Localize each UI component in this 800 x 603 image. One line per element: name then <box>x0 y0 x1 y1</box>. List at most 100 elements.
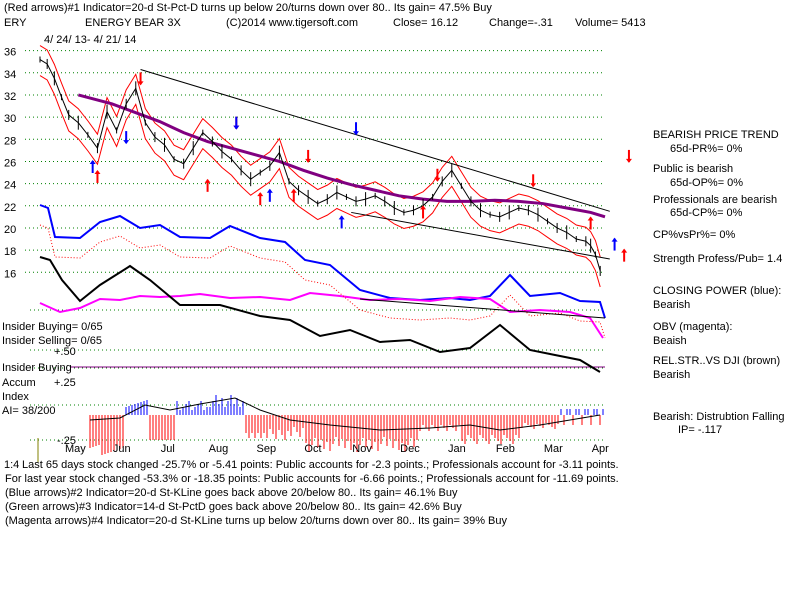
distribution-title: Bearish: Distrubtion Falling <box>653 411 784 423</box>
plus50-label: +.50 <box>54 346 76 358</box>
y-tick-label: 26 <box>4 157 16 169</box>
op-value: 65d-OP%= 0% <box>670 177 743 189</box>
red-up-arrow-head <box>420 205 427 210</box>
blue-up-arrow-head <box>89 160 96 164</box>
insider-buying: Insider Buying= 0/65 <box>2 321 103 333</box>
footer-line-4: (Green arrows)#3 Indicator=14-d St-PctD … <box>5 501 462 513</box>
change-value: Change=-.31 <box>489 17 553 29</box>
blue-up-arrow-head <box>338 215 345 220</box>
accum-index-line <box>89 397 601 431</box>
closing-power-value: Bearish <box>653 299 690 311</box>
y-tick-label: 18 <box>4 246 16 258</box>
red-up-arrow-head <box>94 169 101 174</box>
red-down-arrow-head <box>434 177 441 182</box>
header-indicator-line: (Red arrows)#1 Indicator=20-d St-Pct-D t… <box>4 2 492 14</box>
y-tick-label: 16 <box>4 268 16 280</box>
footer-line-2: For last year stock changed -53.3% or -1… <box>5 473 619 485</box>
cpvspr-value: CP%vsPr%= 0% <box>653 229 735 241</box>
month-label: May <box>65 443 86 455</box>
relstr-value: Bearish <box>653 369 690 381</box>
month-labels: May Jun Jul Aug Sep Oct Nov Dec Jan Feb Mar Apr <box>65 443 609 455</box>
pros-title: Professionals are bearish <box>653 194 777 206</box>
index-label: Index <box>2 391 29 403</box>
closing-power-title: CLOSING POWER (blue): <box>653 285 781 297</box>
y-tick-label: 24 <box>4 180 16 192</box>
month-label: Aug <box>209 443 229 455</box>
volume-value: Volume= 5413 <box>575 17 646 29</box>
red-down-arrow-head <box>305 158 312 163</box>
accum-index-histogram <box>37 395 604 462</box>
obv-value: Beaish <box>653 335 687 347</box>
copyright: (C)2014 www.tigersoft.com <box>226 17 358 29</box>
date-range: 4/ 24/ 13- 4/ 21/ 14 <box>44 34 136 46</box>
price-series <box>39 45 610 288</box>
month-label: Sep <box>257 443 277 455</box>
stock-name: ENERGY BEAR 3X <box>85 17 181 29</box>
month-label: Jul <box>161 443 175 455</box>
y-tick-label: 28 <box>4 135 16 147</box>
obv-line <box>39 291 604 339</box>
blue-up-arrow-head <box>266 188 273 193</box>
red-up-arrow-head <box>204 178 211 183</box>
footer-line-3: (Blue arrows)#2 Indicator=20-d St-KLine … <box>5 487 458 499</box>
month-label: Jun <box>113 443 131 455</box>
trend-title: BEARISH PRICE TREND <box>653 129 779 141</box>
red-up-arrow-head <box>257 192 264 197</box>
red-down-arrow-head <box>137 81 144 86</box>
blue-down-arrow-head <box>123 140 130 145</box>
red-down-arrow-head <box>530 183 537 188</box>
red-down-arrow-head <box>625 158 632 163</box>
relstr-title: REL.STR..VS DJI (brown) <box>653 355 780 367</box>
grid <box>25 50 605 441</box>
strength-value: Strength Profess/Pub= 1.4 <box>653 253 782 265</box>
y-tick-label: 22 <box>4 202 16 214</box>
month-label: Nov <box>352 443 372 455</box>
resistance-trendline <box>140 69 610 212</box>
insider-selling: Insider Selling= 0/65 <box>2 335 102 347</box>
month-label: Feb <box>496 443 515 455</box>
y-tick-label: 30 <box>4 113 16 125</box>
cp-ma-line <box>39 224 606 339</box>
month-label: Oct <box>304 443 321 455</box>
red-up-arrow-head <box>621 248 628 253</box>
plus25-label: +.25 <box>54 377 76 389</box>
blue-up-arrow-head <box>611 237 618 242</box>
footer-line-5: (Magenta arrows)#4 Indicator=20-d St-KLi… <box>5 515 508 527</box>
cp-value: 65d-CP%= 0% <box>670 207 743 219</box>
public-title: Public is bearish <box>653 163 733 175</box>
accum-label: Accum <box>2 377 36 389</box>
month-label: Mar <box>544 443 563 455</box>
y-tick-label: 20 <box>4 224 16 236</box>
month-label: Dec <box>400 443 420 455</box>
pr-value: 65d-PR%= 0% <box>670 143 743 155</box>
ip-value: IP= -.117 <box>678 424 722 436</box>
ticker: ERY <box>4 17 27 29</box>
month-label: Apr <box>592 443 609 455</box>
close-value: Close= 16.12 <box>393 17 458 29</box>
tiny-label: 1:4 <box>4 459 19 471</box>
y-tick-label: 32 <box>4 91 16 103</box>
red-up-arrow-head <box>290 188 297 193</box>
cp-trendline <box>359 298 606 319</box>
closing-power-line <box>39 204 606 319</box>
blue-down-arrow-head <box>233 125 240 130</box>
footer-line-1: Last 65 days stock changed -25.7% or -5.… <box>22 459 619 471</box>
ai-label: AI= 38/200 <box>2 405 56 417</box>
moving-average <box>77 93 606 219</box>
obv-title: OBV (magenta): <box>653 321 732 333</box>
indicator-lines <box>39 204 606 373</box>
month-label: Jan <box>448 443 466 455</box>
insider-buying-label: Insider Buying <box>2 362 72 374</box>
blue-down-arrow-head <box>353 131 360 136</box>
y-tick-label: 36 <box>4 47 16 59</box>
relative-strength-line <box>39 256 601 373</box>
lower-band <box>39 75 601 288</box>
price-line <box>39 59 601 272</box>
red-up-arrow-head <box>587 216 594 221</box>
y-axis-labels: 36 34 32 30 28 26 24 22 20 18 16 <box>4 47 16 281</box>
signal-arrows <box>89 72 632 262</box>
y-tick-label: 34 <box>4 69 16 81</box>
support-trendline <box>351 211 610 260</box>
